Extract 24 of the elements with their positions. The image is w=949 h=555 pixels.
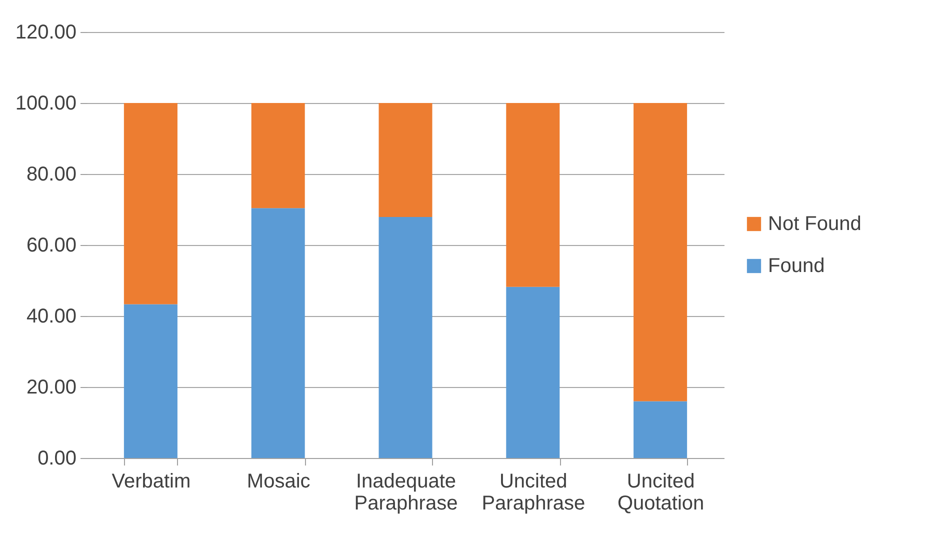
bar: [634, 401, 688, 458]
legend-label: Not Found: [768, 213, 862, 235]
bar: [506, 286, 560, 458]
bar: [378, 216, 432, 458]
y-tick-label: 60.00: [26, 234, 76, 256]
bar: [124, 103, 178, 304]
x-tick-label: Mosaic: [246, 470, 310, 492]
x-tick-label: Verbatim: [112, 470, 191, 492]
legend-label: Found: [768, 255, 825, 277]
y-tick-label: 40.00: [26, 306, 76, 328]
y-tick-label: 120.00: [15, 22, 76, 44]
bar: [251, 103, 305, 208]
y-tick-label: 0.00: [38, 448, 76, 470]
y-tick-label: 100.00: [15, 92, 76, 114]
bar: [634, 103, 688, 402]
y-tick-label: 20.00: [26, 376, 76, 398]
bar: [378, 103, 432, 217]
bar: [251, 208, 305, 458]
x-tick-label: Uncited Paraphrase: [482, 470, 586, 514]
bar: [124, 304, 178, 458]
bar: [506, 103, 560, 287]
x-tick-label: Uncited Quotation: [617, 470, 704, 514]
x-tick-label: Inadequate Paraphrase: [354, 470, 458, 514]
y-tick-label: 80.00: [26, 164, 76, 186]
